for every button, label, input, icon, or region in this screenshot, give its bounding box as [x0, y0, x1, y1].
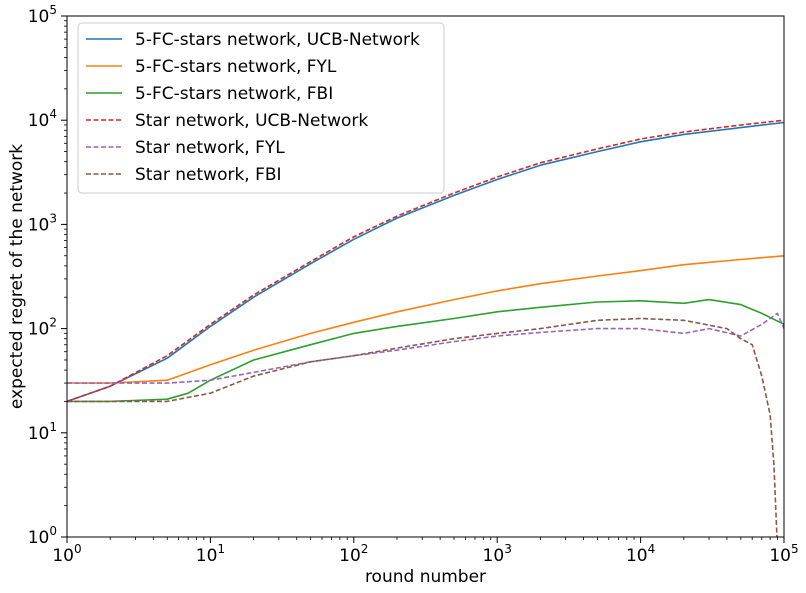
x-tick-label: 101 — [196, 542, 225, 566]
series-line-1 — [67, 121, 784, 403]
y-tick-label: 103 — [28, 211, 57, 235]
legend-entry-label: 5-FC-stars network, FYL — [135, 57, 337, 77]
y-axis-label: expected regret of the network — [7, 144, 27, 409]
ticks-layer: 100 101 102 103 104 105 100 101 102 103 104 105 — [28, 3, 799, 566]
x-tick-label: 103 — [483, 542, 512, 566]
y-tick-label: 105 — [28, 3, 57, 27]
legend-box — [77, 22, 445, 194]
x-tick-label: 105 — [769, 542, 798, 566]
series-layer — [67, 119, 784, 537]
series-line-3 — [67, 298, 784, 403]
legend-entry-label: 5-FC-stars network, FBI — [135, 84, 333, 104]
y-tick-label: 100 — [28, 524, 57, 548]
x-tick-label: 102 — [339, 542, 368, 566]
x-tick-label: 104 — [626, 542, 655, 566]
series-line-2 — [67, 255, 784, 384]
series-line-5 — [67, 312, 784, 384]
legend-entry-label: 5-FC-stars network, UCB-Network — [135, 30, 420, 50]
legend-entry-label: Star network, UCB-Network — [135, 111, 368, 131]
y-tick-label: 102 — [28, 316, 57, 340]
legend-entry-label: Star network, FYL — [135, 138, 285, 158]
y-tick-label: 101 — [28, 420, 57, 444]
series-line-6 — [67, 317, 778, 537]
y-tick-label: 104 — [28, 107, 57, 131]
series-line-4 — [67, 119, 784, 403]
legend-entry-label: Star network, FBI — [135, 165, 282, 185]
plot-frame — [66, 15, 785, 538]
x-tick-label: 100 — [52, 542, 81, 566]
x-axis-label: round number — [365, 567, 486, 587]
legend: 5-FC-stars network, UCB-Network 5-FC-star… — [77, 22, 445, 194]
